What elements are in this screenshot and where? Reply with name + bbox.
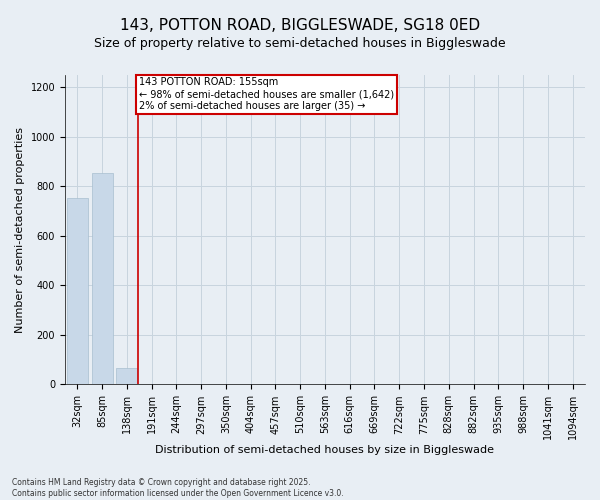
Text: 143 POTTON ROAD: 155sqm
← 98% of semi-detached houses are smaller (1,642)
2% of : 143 POTTON ROAD: 155sqm ← 98% of semi-de…: [139, 78, 394, 110]
Bar: [67, 198, 88, 384]
Bar: [92, 173, 113, 384]
Bar: [116, 368, 137, 384]
Text: Size of property relative to semi-detached houses in Biggleswade: Size of property relative to semi-detach…: [94, 38, 506, 51]
Y-axis label: Number of semi-detached properties: Number of semi-detached properties: [15, 126, 25, 332]
Text: Contains HM Land Registry data © Crown copyright and database right 2025.
Contai: Contains HM Land Registry data © Crown c…: [12, 478, 344, 498]
Text: 143, POTTON ROAD, BIGGLESWADE, SG18 0ED: 143, POTTON ROAD, BIGGLESWADE, SG18 0ED: [120, 18, 480, 32]
X-axis label: Distribution of semi-detached houses by size in Biggleswade: Distribution of semi-detached houses by …: [155, 445, 494, 455]
